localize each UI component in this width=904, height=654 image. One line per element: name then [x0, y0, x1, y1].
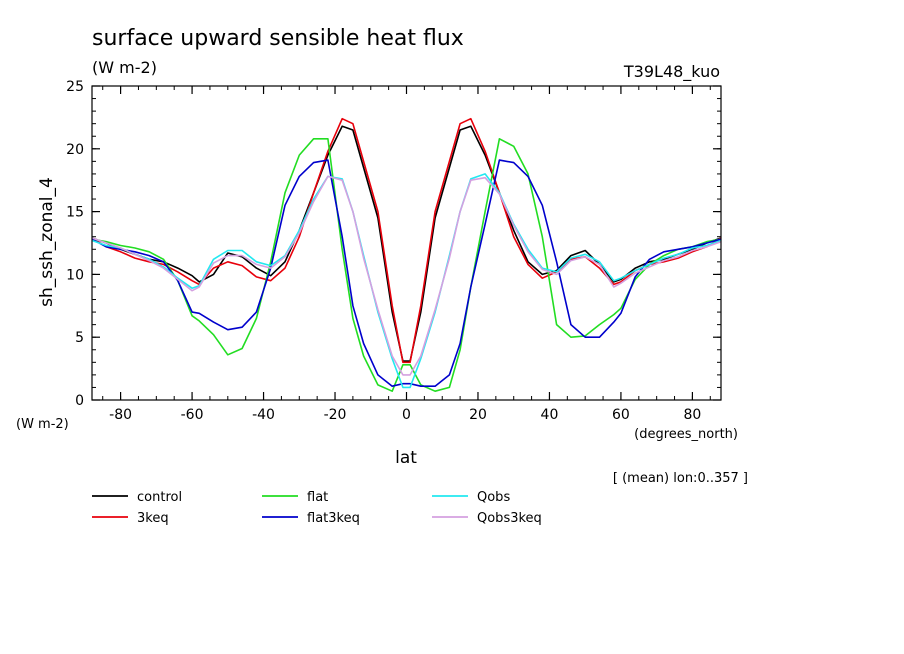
y-tick-label: 0: [75, 393, 84, 409]
series-line-3keq: [91, 117, 722, 364]
y-tick-label: 20: [66, 142, 84, 158]
x-tick-label: -60: [181, 407, 204, 423]
chart-title: surface upward sensible heat flux: [92, 26, 464, 51]
x-tick-label: -40: [252, 407, 275, 423]
x-tick-label: -80: [109, 407, 132, 423]
y-tick-label: 10: [66, 267, 84, 283]
legend-label-qobs: Qobs: [477, 490, 510, 505]
plot-frame: [91, 85, 722, 401]
plot-lines: [91, 117, 722, 393]
axis-ticks: -80 -60 -40 -20 0 20 40 60 80 0 5 10 15 20 25: [66, 79, 721, 423]
y-tick-label: 5: [75, 330, 84, 346]
mean-note: [ (mean) lon:0..357 ]: [613, 471, 748, 486]
legend-label-qobs3keq: Qobs3keq: [477, 511, 542, 526]
x-tick-label: 0: [402, 407, 411, 423]
x-tick-label: 20: [469, 407, 487, 423]
series-line-qobs: [91, 173, 722, 389]
x-units-label: (degrees_north): [634, 427, 738, 442]
series-line-qobs3keq: [91, 175, 722, 376]
chart-subtitle: (W m-2): [92, 58, 157, 77]
series-line-flat3keq: [91, 159, 722, 388]
x-tick-label: -20: [324, 407, 347, 423]
legend-label-3keq: 3keq: [137, 511, 169, 526]
model-label: T39L48_kuo: [623, 62, 720, 82]
series-line-control: [91, 125, 722, 362]
x-tick-label: 40: [541, 407, 559, 423]
legend-label-flat3keq: flat3keq: [307, 511, 360, 526]
y-units-label: (W m-2): [16, 417, 69, 432]
x-tick-label: 80: [683, 407, 701, 423]
y-axis-label: sh_ssh_zonal_4: [37, 177, 57, 307]
y-tick-label: 15: [66, 205, 84, 221]
series-line-flat: [91, 138, 722, 393]
x-axis-label: lat: [395, 448, 417, 468]
legend-label-control: control: [137, 490, 182, 505]
x-tick-label: 60: [612, 407, 630, 423]
legend-label-flat: flat: [307, 490, 328, 505]
legend: control 3keq flat flat3keq Qobs Qobs3keq: [92, 490, 542, 526]
y-tick-label: 25: [66, 79, 84, 95]
